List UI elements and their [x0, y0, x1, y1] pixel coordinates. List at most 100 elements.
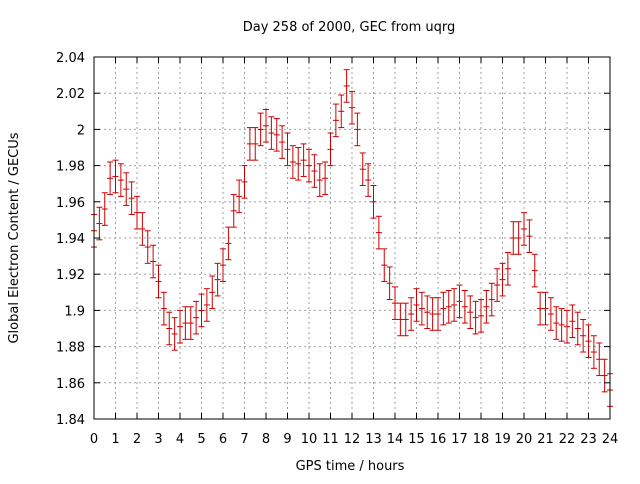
x-tick-label: 23 — [580, 432, 597, 447]
data-point — [429, 297, 436, 331]
data-point — [381, 248, 388, 282]
x-axis-label: GPS time / hours — [296, 459, 405, 474]
data-point — [531, 253, 538, 288]
data-point — [596, 342, 603, 377]
data-point — [230, 194, 237, 228]
data-point — [236, 179, 243, 214]
data-point — [214, 262, 221, 297]
x-tick-label: 22 — [559, 432, 576, 447]
data-point — [338, 94, 345, 129]
x-tick-label: 15 — [408, 432, 425, 447]
data-point — [370, 185, 377, 219]
x-tick-label: 3 — [154, 432, 162, 447]
data-point — [435, 297, 441, 331]
data-point — [504, 251, 511, 286]
data-point — [574, 311, 581, 346]
data-point — [150, 244, 157, 279]
data-point — [494, 268, 501, 302]
data-point — [241, 165, 248, 199]
x-tick-label: 7 — [240, 432, 248, 447]
y-tick-label: 2.04 — [56, 51, 85, 66]
y-tick-label: 1.84 — [56, 413, 85, 428]
data-point — [343, 69, 350, 103]
data-point — [220, 248, 226, 282]
data-point — [424, 295, 431, 329]
x-tick-label: 14 — [387, 432, 404, 447]
data-point — [483, 289, 490, 324]
data-point — [322, 161, 329, 196]
data-point — [445, 289, 452, 324]
x-tick-label: 10 — [301, 432, 318, 447]
data-point — [418, 291, 425, 326]
y-tick-label: 1.88 — [56, 341, 85, 356]
data-point — [252, 127, 259, 161]
data-point — [467, 295, 474, 329]
y-tick-label: 1.98 — [56, 160, 85, 175]
data-point — [117, 163, 124, 197]
data-point — [499, 262, 506, 297]
data-point — [166, 311, 173, 346]
y-tick-label: 2.02 — [56, 87, 85, 102]
data-point — [451, 288, 458, 322]
data-point — [510, 221, 517, 255]
data-point — [96, 206, 103, 241]
data-point — [397, 302, 404, 337]
data-point — [408, 297, 415, 331]
data-point — [461, 289, 468, 324]
data-point — [585, 324, 592, 358]
x-tick-label: 6 — [219, 432, 227, 447]
x-tick-label: 4 — [176, 432, 184, 447]
x-tick-label: 16 — [430, 432, 447, 447]
data-point — [537, 291, 544, 326]
data-point — [198, 293, 205, 328]
data-point — [279, 125, 286, 159]
data-point — [155, 264, 162, 299]
x-tick-label: 19 — [494, 432, 511, 447]
data-point — [182, 306, 189, 340]
y-tick-label: 1.94 — [56, 232, 85, 247]
y-tick-label: 1.86 — [56, 377, 85, 392]
x-tick-label: 11 — [322, 432, 339, 447]
data-point — [311, 154, 318, 188]
x-tick-label: 0 — [90, 432, 98, 447]
data-point — [209, 275, 216, 310]
data-point — [590, 335, 597, 369]
data-point — [440, 291, 447, 326]
x-tick-label: 17 — [451, 432, 468, 447]
x-tick-label: 18 — [473, 432, 490, 447]
data-point — [392, 286, 398, 320]
data-point — [316, 163, 323, 197]
data-point — [139, 212, 146, 246]
data-point — [349, 90, 355, 125]
data-point — [306, 148, 312, 183]
x-tick-label: 20 — [516, 432, 533, 447]
x-tick-label: 8 — [262, 432, 270, 447]
data-point — [375, 215, 382, 250]
data-point — [177, 309, 183, 344]
data-point — [558, 308, 565, 342]
x-tick-label: 1 — [111, 432, 119, 447]
x-tick-label: 21 — [537, 432, 554, 447]
data-point — [284, 132, 291, 167]
data-point — [112, 159, 119, 194]
data-point — [456, 284, 463, 319]
data-point — [472, 300, 479, 335]
data-point — [547, 297, 554, 331]
data-point — [365, 163, 372, 197]
data-point — [128, 181, 135, 215]
data-point — [526, 219, 533, 253]
data-point — [295, 147, 302, 181]
y-axis-label: Global Electron Content / GECUs — [7, 132, 22, 343]
data-point — [273, 118, 280, 152]
y-tick-label: 1.96 — [56, 196, 85, 211]
data-point — [300, 143, 307, 177]
data-point — [402, 302, 409, 337]
data-point — [193, 300, 200, 335]
data-point — [359, 152, 366, 187]
data-point — [553, 306, 560, 340]
data-point — [225, 226, 232, 261]
x-tick-label: 12 — [344, 432, 361, 447]
data-point — [488, 282, 495, 317]
